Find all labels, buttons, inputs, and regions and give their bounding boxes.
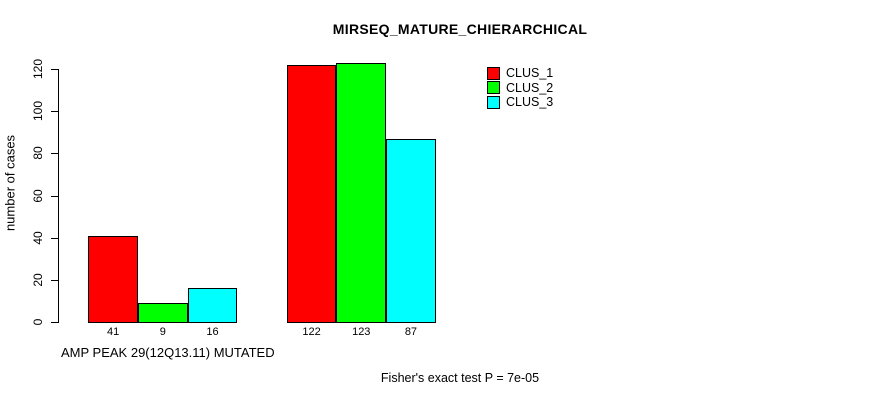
y-axis-tick [51, 153, 58, 155]
y-axis-tick [51, 322, 58, 323]
bar-clus_2-group1 [138, 303, 188, 323]
bar-clus_1-group1 [88, 235, 138, 323]
chart-title: MIRSEQ_MATURE_CHIERARCHICAL [332, 21, 588, 37]
bar-value-label: 16 [206, 326, 219, 338]
y-axis-tick [51, 69, 58, 70]
legend-item: CLUS_2 [487, 81, 553, 96]
legend-item: CLUS_1 [487, 66, 553, 81]
bar-value-label: 87 [404, 326, 418, 338]
y-axis-tick-label-text: 60 [31, 188, 45, 203]
legend-swatch-icon [487, 95, 500, 109]
legend-swatch-icon [487, 66, 500, 80]
bar-value-label: 9 [159, 326, 166, 338]
legend-item: CLUS_3 [487, 95, 553, 110]
footer-annotation: Fisher's exact test P = 7e-05 [380, 371, 540, 385]
legend-item-label: CLUS_3 [506, 95, 554, 109]
bar-value-label: 41 [107, 326, 120, 338]
x-axis-group-label: AMP PEAK 29(12Q13.11) MUTATED [61, 345, 275, 360]
y-axis-tick-label-text: 80 [31, 146, 45, 161]
legend: CLUS_1 CLUS_2 CLUS_3 [487, 66, 553, 110]
legend-swatch-icon [487, 81, 500, 95]
y-axis-tick [51, 111, 58, 113]
y-axis-tick-label-text: 0 [31, 318, 45, 326]
y-axis-label-text: number of cases [2, 134, 18, 232]
y-axis-tick-label-text: 40 [31, 230, 45, 245]
y-axis-tick-label-text: 120 [31, 58, 45, 80]
bar-clus_3-group2 [386, 138, 436, 323]
y-axis-tick-label-text: 20 [31, 273, 45, 287]
bar-value-label: 123 [352, 326, 371, 338]
bar-clus_2-group2 [336, 62, 387, 323]
bar-clus_3-group1 [187, 288, 238, 323]
y-axis-line [58, 69, 59, 323]
y-axis-tick [51, 237, 58, 239]
legend-item-label: CLUS_1 [506, 66, 554, 80]
y-axis-tick [51, 195, 58, 197]
y-axis-tick [51, 279, 58, 281]
legend-item-label: CLUS_2 [506, 80, 554, 95]
bar-clus_1-group2 [286, 64, 337, 323]
y-axis-tick-label-text: 100 [31, 101, 45, 122]
bar-value-label: 122 [302, 326, 321, 338]
